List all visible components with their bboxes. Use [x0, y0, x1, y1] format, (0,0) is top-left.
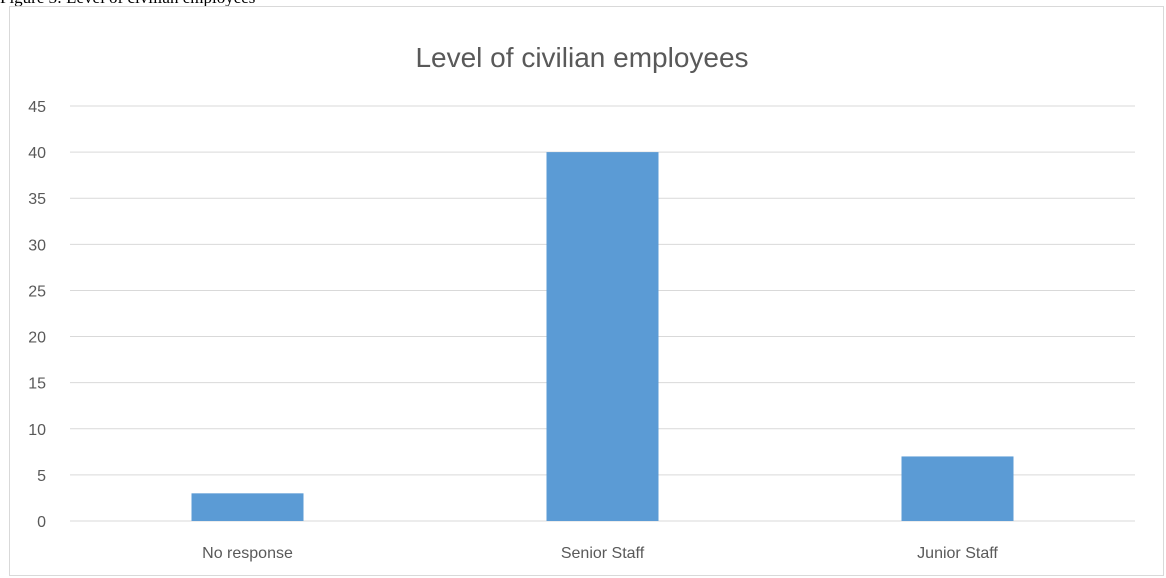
x-tick-label: No response: [202, 545, 293, 562]
x-tick-label: Junior Staff: [917, 545, 998, 562]
y-tick-label: 10: [28, 422, 46, 439]
bar: [546, 152, 659, 521]
y-tick-label: 0: [37, 514, 46, 531]
y-tick-label: 35: [28, 191, 46, 208]
bars: [191, 152, 1014, 521]
x-axis-labels: No response Senior Staff Junior Staff: [202, 545, 998, 562]
figure-caption: Figure 3: Level of civilian employees: [0, 0, 255, 8]
y-tick-label: 25: [28, 283, 46, 300]
x-tick-label: Senior Staff: [561, 545, 645, 562]
bar: [191, 493, 304, 521]
y-tick-label: 20: [28, 330, 46, 347]
y-axis-ticks: 0 5 10 15 20 25 30 35 40 45: [28, 99, 46, 531]
y-tick-label: 5: [37, 468, 46, 485]
y-tick-label: 40: [28, 145, 46, 162]
chart-title: Level of civilian employees: [415, 42, 748, 73]
y-tick-label: 30: [28, 237, 46, 254]
bar: [901, 456, 1014, 521]
y-tick-label: 15: [28, 376, 46, 393]
y-tick-label: 45: [28, 99, 46, 116]
